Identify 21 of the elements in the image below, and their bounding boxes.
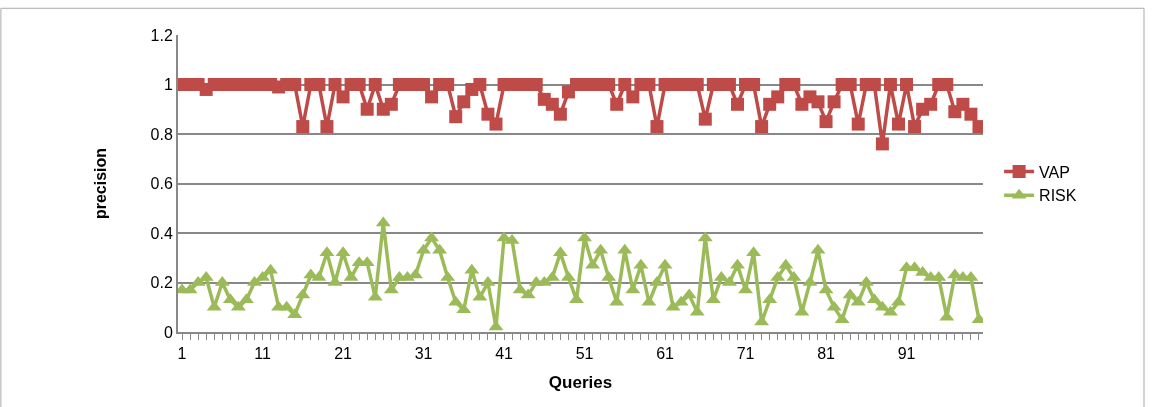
y-axis-title: precision xyxy=(91,147,109,220)
legend-label: VAP xyxy=(1039,163,1070,181)
y-tick-label: 0.8 xyxy=(150,125,173,143)
x-tick-label: 21 xyxy=(334,345,353,363)
y-tick-label: 0.6 xyxy=(150,175,173,193)
x-axis-title: Queries xyxy=(548,373,613,393)
x-tick-label: 11 xyxy=(254,345,271,363)
x-tick-label: 51 xyxy=(575,345,594,363)
x-tick-label: 71 xyxy=(736,345,755,363)
y-tick-label: 0.2 xyxy=(150,274,173,292)
y-tick-label: 0.4 xyxy=(150,224,173,242)
y-tick-label: 1.2 xyxy=(150,26,173,44)
x-tick-label: 1 xyxy=(177,345,187,363)
y-tick-label: 1 xyxy=(163,76,173,94)
x-tick-label: 81 xyxy=(817,345,836,363)
x-tick-label: 91 xyxy=(897,345,916,363)
x-tick-label: 41 xyxy=(495,345,514,363)
y-tick-label: 0 xyxy=(163,323,173,341)
legend-label: RISK xyxy=(1039,187,1077,205)
x-tick-label: 61 xyxy=(656,345,675,363)
x-tick-label: 31 xyxy=(414,345,433,363)
